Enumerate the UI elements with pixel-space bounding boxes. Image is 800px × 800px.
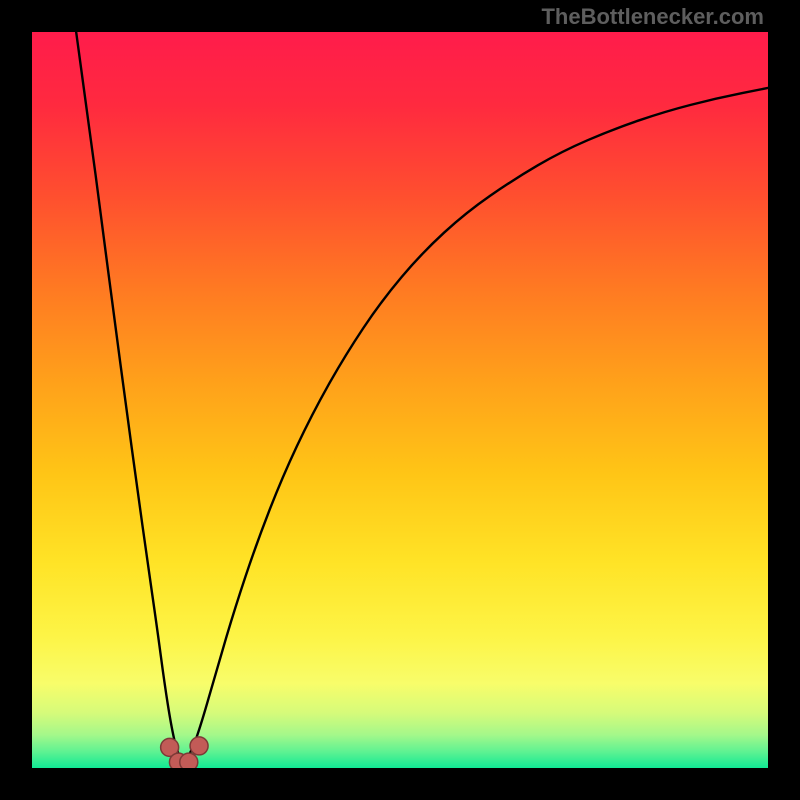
chart-frame: TheBottlenecker.com xyxy=(0,0,800,800)
watermark-text: TheBottlenecker.com xyxy=(541,4,764,30)
valley-marker xyxy=(190,737,208,755)
bottleneck-curve xyxy=(184,88,768,764)
bottleneck-curve xyxy=(76,32,183,764)
valley-marker xyxy=(180,753,198,771)
curve-layer xyxy=(0,0,800,800)
